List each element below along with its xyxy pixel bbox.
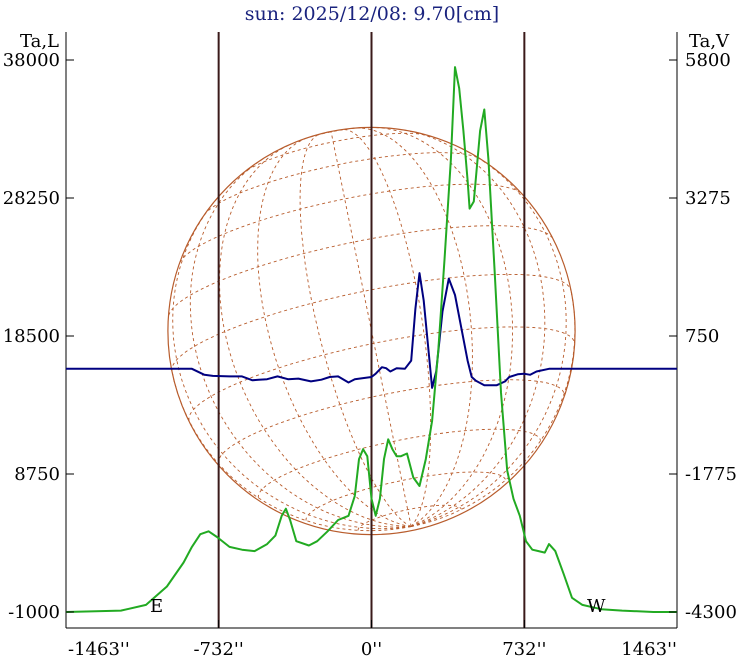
meridian-line (171, 371, 412, 532)
right-tick-label: -1775 (685, 464, 737, 485)
right-axis: -4300 -1775 750 3275 5800 (669, 50, 737, 623)
left-tick-label: -1000 (8, 602, 60, 623)
meridian-line (172, 196, 412, 530)
x-tick-label: 0'' (361, 639, 382, 660)
x-tick-label: -1463'' (68, 639, 130, 660)
x-tick-label: 732'' (502, 639, 546, 660)
chart-title: sun: 2025/12/08: 9.70[cm] (245, 3, 499, 25)
parallel-line (171, 273, 572, 372)
solar-disk-grid (167, 126, 576, 536)
meridian-line (410, 290, 576, 528)
parallel-line (217, 379, 565, 464)
right-tick-label: -4300 (685, 602, 737, 623)
meridian-line (357, 127, 473, 527)
left-axis: -1000 8750 18500 28250 38000 (3, 50, 74, 623)
left-axis-title: Ta,L (20, 31, 59, 52)
reference-lines (217, 32, 526, 628)
series-line-l (65, 66, 677, 613)
left-tick-label: 18500 (3, 326, 60, 347)
parallel-line (203, 152, 481, 216)
meridian-line (257, 138, 412, 528)
right-tick-label: 5800 (685, 50, 731, 71)
meridian-line (403, 129, 546, 528)
parallel-line (357, 504, 462, 531)
meridian-line (189, 158, 412, 528)
meridian-line (375, 127, 514, 528)
parallel-line (168, 225, 553, 316)
parallel-line (242, 132, 430, 174)
x-tick-label: -732'' (193, 639, 243, 660)
left-tick-label: 38000 (3, 50, 60, 71)
left-tick-label: 8750 (14, 464, 60, 485)
series-layer (65, 66, 677, 613)
meridian-line (330, 131, 412, 527)
meridian-line (219, 144, 412, 528)
parallel-line (298, 127, 365, 142)
left-tick-label: 28250 (3, 188, 60, 209)
right-axis-title: Ta,V (689, 31, 730, 52)
parallel-line (305, 471, 507, 521)
meridian-line (341, 129, 432, 527)
right-tick-label: 750 (685, 326, 719, 347)
parallel-line (257, 428, 542, 498)
x-axis: -1463'' -732'' 0'' 732'' 1463'' (65, 620, 678, 660)
parallel-line (179, 183, 522, 263)
meridian-line (410, 147, 567, 528)
x-tick-label: 1463'' (621, 639, 677, 660)
right-tick-label: 3275 (685, 188, 731, 209)
meridian-line (299, 133, 412, 527)
series-line-v (66, 272, 677, 389)
east-limb-label: E (150, 596, 163, 617)
parallel-line (188, 326, 575, 421)
west-limb-label: W (587, 596, 606, 617)
